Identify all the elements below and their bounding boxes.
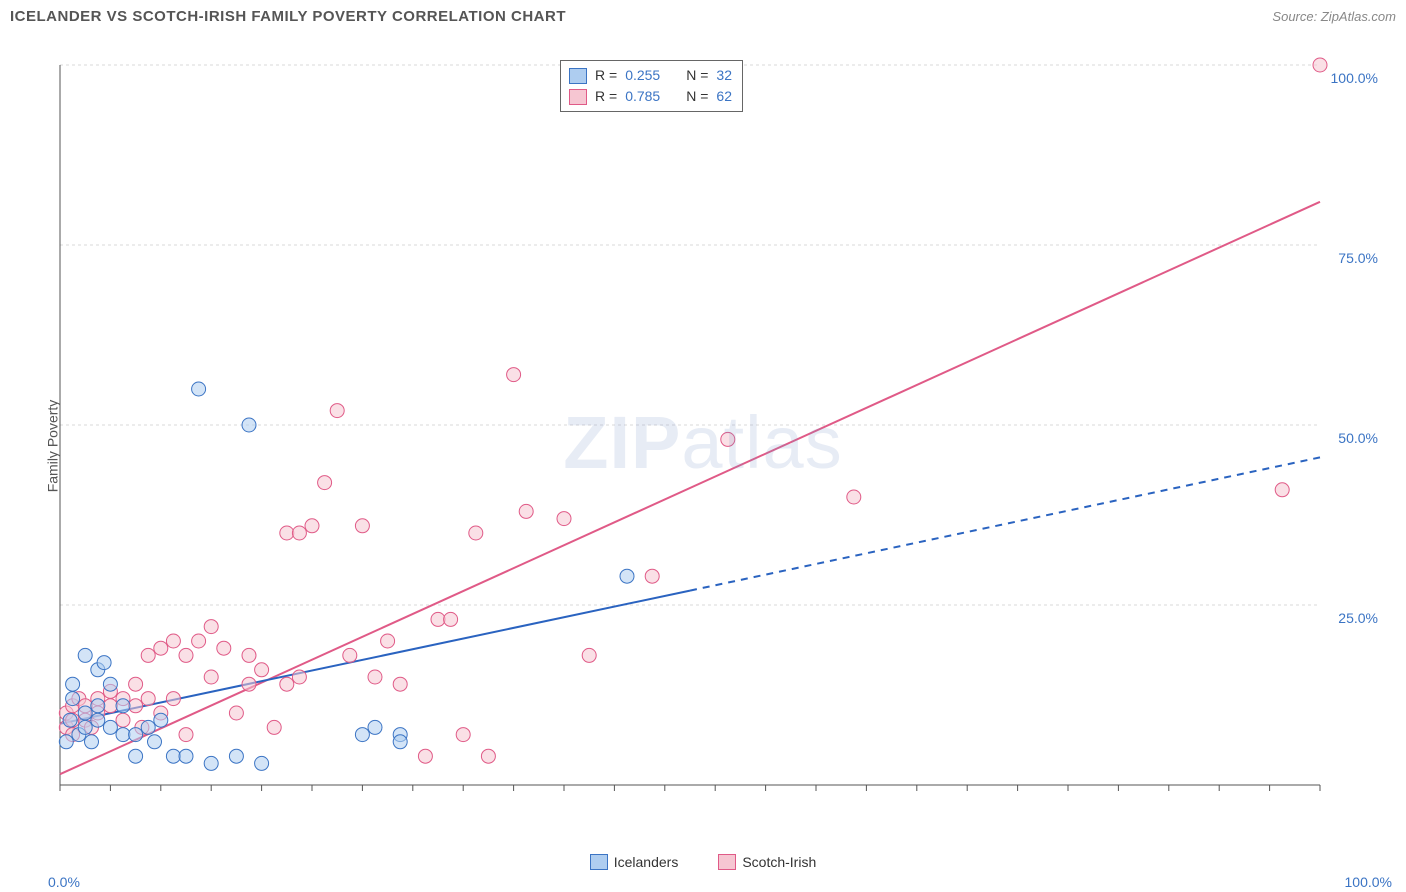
legend-n-label: N =	[686, 86, 708, 107]
legend-r-value: 0.785	[625, 86, 660, 107]
legend-swatch	[569, 68, 587, 84]
series-legend-item: Scotch-Irish	[718, 854, 816, 870]
legend-row: R = 0.785 N = 62	[569, 86, 732, 107]
chart-area: 25.0% 50.0% 75.0% 100.0%	[50, 55, 1390, 825]
legend-n-value: 32	[716, 65, 732, 86]
y-tick-label: 25.0%	[1338, 610, 1378, 626]
series-legend-item: Icelanders	[590, 854, 679, 870]
y-tick-label: 50.0%	[1338, 430, 1378, 446]
legend-r-value: 0.255	[625, 65, 660, 86]
legend-n-label: N =	[686, 65, 708, 86]
legend-r-label: R =	[595, 65, 617, 86]
legend-swatch	[569, 89, 587, 105]
legend-n-value: 62	[716, 86, 732, 107]
series-legend: Icelanders Scotch-Irish	[0, 854, 1406, 870]
legend-row: R = 0.255 N = 32	[569, 65, 732, 86]
y-tick-label: 100.0%	[1331, 70, 1378, 86]
x-axis-max-label: 100.0%	[1345, 874, 1392, 890]
legend-swatch	[590, 854, 608, 870]
source-attribution: Source: ZipAtlas.com	[1272, 9, 1396, 24]
chart-title: ICELANDER VS SCOTCH-IRISH FAMILY POVERTY…	[10, 8, 566, 25]
scatter-chart-svg: 25.0% 50.0% 75.0% 100.0%	[50, 55, 1390, 825]
correlation-legend: R = 0.255 N = 32 R = 0.785 N = 62	[560, 60, 743, 112]
series-legend-label: Scotch-Irish	[742, 854, 816, 870]
source-label: Source:	[1272, 9, 1317, 24]
legend-swatch	[718, 854, 736, 870]
x-axis-min-label: 0.0%	[48, 874, 80, 890]
source-name: ZipAtlas.com	[1321, 9, 1396, 24]
series-legend-label: Icelanders	[614, 854, 679, 870]
y-tick-label: 75.0%	[1338, 250, 1378, 266]
legend-r-label: R =	[595, 86, 617, 107]
